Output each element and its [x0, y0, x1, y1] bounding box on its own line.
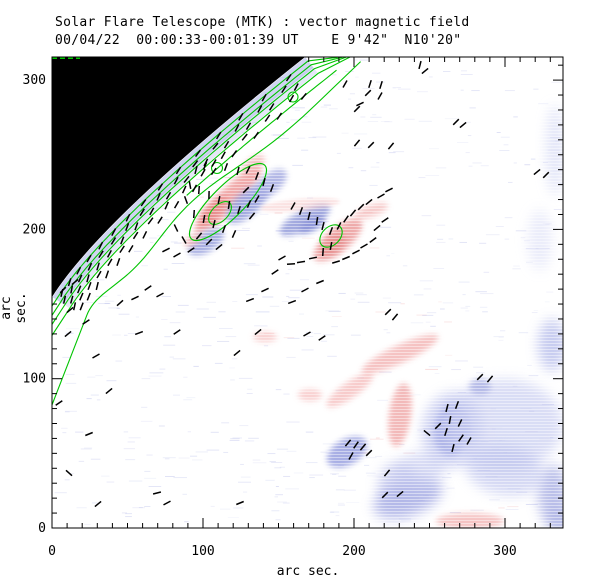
x-axis-label: arc sec.	[276, 564, 340, 579]
y-tick-label: 0	[38, 521, 46, 536]
y-tick-label: 200	[23, 222, 46, 237]
figure-subtitle: 00/04/22 00:00:33-00:01:39 UT E 9'42" N1…	[55, 33, 462, 48]
x-tick-label: 200	[342, 544, 365, 559]
y-axis-label: arc sec.	[0, 292, 29, 324]
contour-layer	[52, 57, 361, 406]
x-tick-label: 0	[48, 544, 56, 559]
y-tick-label: 100	[23, 372, 46, 387]
x-tick-label: 100	[191, 544, 214, 559]
y-tick-label: 300	[23, 73, 46, 88]
vector-layer	[55, 60, 550, 508]
plot-area	[52, 57, 563, 528]
x-tick-label: 300	[493, 544, 516, 559]
axes-frame	[51, 56, 564, 529]
figure-title: Solar Flare Telescope (MTK) : vector mag…	[55, 15, 470, 30]
off-limb-wedge	[52, 57, 305, 297]
